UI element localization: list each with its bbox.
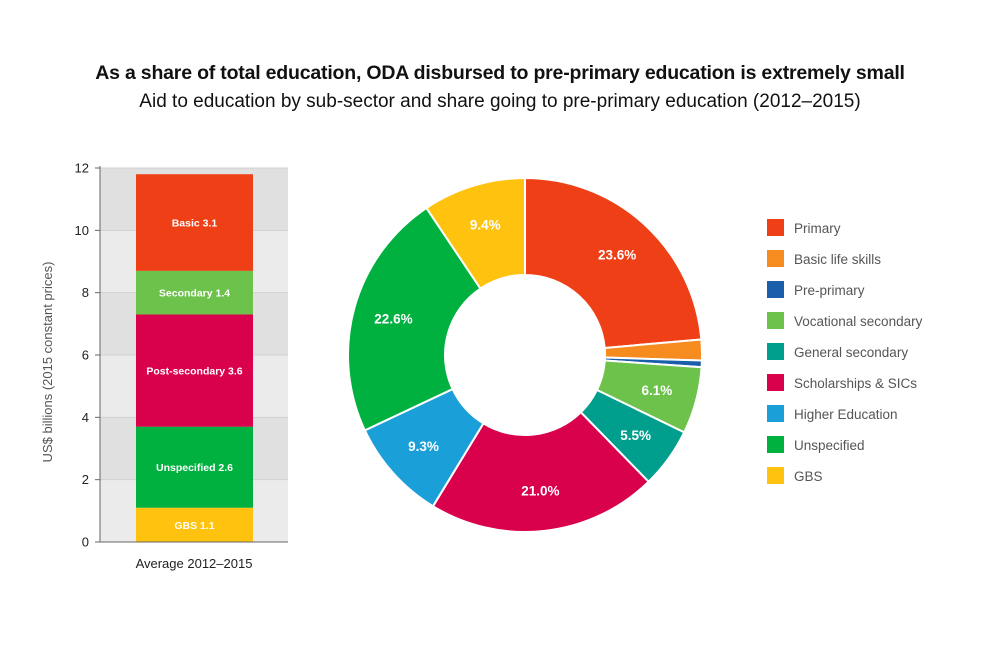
y-tick-label: 2 (82, 472, 89, 487)
bar-segment-label: Basic 3.1 (172, 218, 218, 230)
chart-subtitle: Aid to education by sub-sector and share… (139, 91, 861, 112)
bar-segment-label: Secondary 1.4 (159, 288, 230, 300)
bar-segment-label: Unspecified 2.6 (156, 462, 233, 474)
bar-segment-gbs (136, 507, 253, 542)
bar-segment-label: GBS 1.1 (174, 520, 214, 532)
y-tick-label: 6 (82, 348, 89, 363)
chart-title: As a share of total education, ODA disbu… (95, 62, 905, 84)
y-tick-label: 12 (75, 161, 89, 176)
bar-segment-label: Post-secondary 3.6 (146, 366, 242, 378)
y-tick-label: 0 (82, 535, 89, 550)
x-category-label: Average 2012–2015 (136, 556, 253, 571)
bar-segment-secondary (136, 270, 253, 315)
y-tick-label: 10 (75, 223, 89, 238)
bar-segment-unspecified (136, 426, 253, 508)
y-tick-label: 4 (82, 410, 89, 425)
y-axis-label: US$ billions (2015 constant prices) (40, 262, 55, 463)
bar-segment-basic (136, 174, 253, 271)
y-tick-label: 8 (82, 285, 89, 300)
bar-segment-post-secondary (136, 314, 253, 427)
